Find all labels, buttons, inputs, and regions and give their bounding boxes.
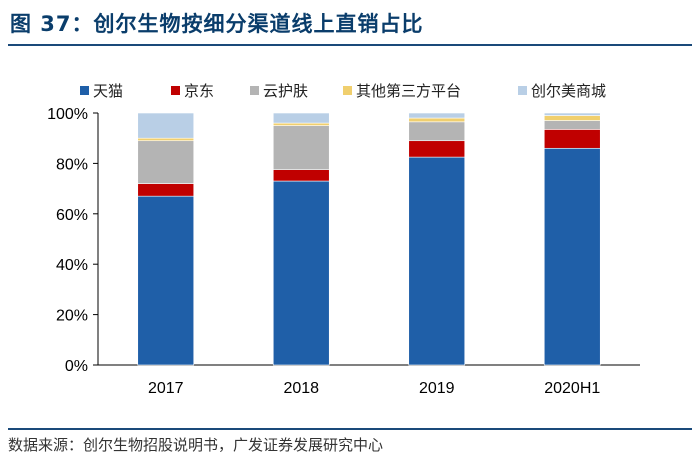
bar-segment <box>543 115 601 121</box>
bar-segment <box>272 180 330 366</box>
legend-label: 创尔美商城 <box>531 82 606 100</box>
figure-source: 数据来源：创尔生物招股说明书，广发证券发展研究中心 <box>8 436 384 454</box>
source-rule <box>8 428 692 430</box>
bar-segment <box>408 156 466 366</box>
bar-segment <box>272 169 330 182</box>
legend-label: 天猫 <box>93 82 123 100</box>
legend-swatch <box>171 86 180 95</box>
legend-label: 其他第三方平台 <box>356 82 461 100</box>
legend-swatch <box>250 86 259 95</box>
y-tick-label: 20% <box>56 308 88 325</box>
x-tick-label: 2020H1 <box>544 380 600 397</box>
x-tick-label: 2019 <box>419 380 455 397</box>
bar-segment <box>408 117 466 123</box>
bar-segment <box>543 112 601 116</box>
bar-segment <box>272 122 330 126</box>
bar-segment <box>137 140 195 184</box>
y-tick-label: 40% <box>56 257 88 274</box>
bar-segment <box>543 120 601 130</box>
legend-swatch <box>80 86 89 95</box>
figure-title: 图 37：创尔生物按细分渠道线上直销占比 <box>10 12 424 36</box>
legend-label: 云护肤 <box>263 82 308 100</box>
bar-segment <box>272 125 330 170</box>
bar-segment <box>137 137 195 142</box>
y-tick-label: 80% <box>56 156 88 173</box>
legend-swatch <box>518 86 527 95</box>
bar-segment <box>137 112 195 139</box>
bar-segment <box>408 140 466 158</box>
bar-segment <box>543 147 601 366</box>
bar-segment <box>408 121 466 142</box>
bar-segment <box>272 112 330 124</box>
x-tick-label: 2017 <box>148 380 184 397</box>
y-tick-label: 0% <box>65 358 88 375</box>
y-tick-label: 60% <box>56 207 88 224</box>
legend-swatch <box>343 86 352 95</box>
x-tick-label: 2018 <box>283 380 319 397</box>
legend-label: 京东 <box>184 82 214 100</box>
bar-segment <box>543 129 601 149</box>
title-rule <box>8 44 692 46</box>
bar-segment <box>408 112 466 119</box>
bar-segment <box>137 183 195 197</box>
y-tick-label: 100% <box>47 106 88 123</box>
bar-segment <box>137 195 195 366</box>
